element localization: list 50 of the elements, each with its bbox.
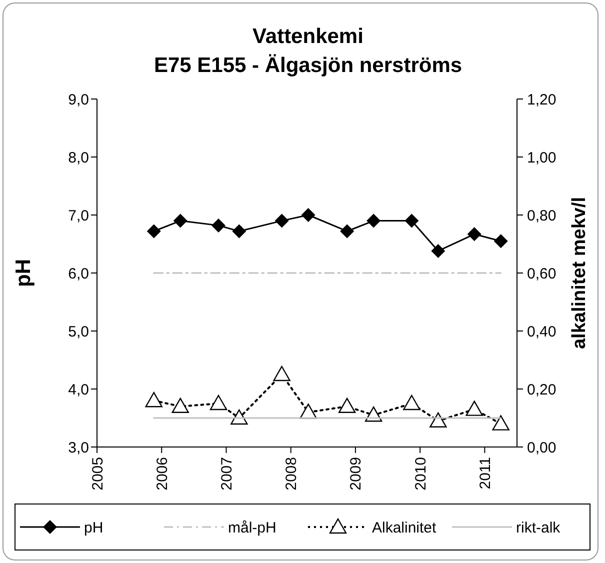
y-tick-label: 5,0 — [68, 323, 89, 340]
x-tick-label: 2006 — [154, 457, 171, 490]
point — [340, 224, 354, 238]
y2-tick-label: 0,60 — [527, 265, 556, 282]
y-tick-label: 4,0 — [68, 381, 89, 398]
point — [211, 218, 226, 232]
x-tick-label: 2010 — [412, 457, 430, 490]
legend-label: Alkalinitet — [372, 519, 438, 536]
point — [273, 366, 290, 382]
point — [431, 244, 446, 258]
y-tick-label: 9,0 — [68, 91, 89, 108]
point — [494, 234, 508, 248]
point — [146, 224, 161, 238]
x-tick-label: 2007 — [218, 457, 236, 490]
y2-axis-title: alkalinitet mekv/l — [569, 196, 590, 350]
point — [145, 392, 162, 408]
point — [301, 208, 316, 222]
point — [492, 415, 510, 430]
point — [466, 400, 483, 416]
point — [338, 398, 356, 413]
y2-tick-label: 0,00 — [527, 439, 556, 456]
chart-title: Vattenkemi — [252, 25, 364, 48]
y2-tick-label: 0,20 — [527, 381, 556, 398]
x-tick-label: 2011 — [476, 457, 494, 490]
point — [232, 224, 246, 238]
chart-subtitle: E75 E155 - Älgasjön nerströms — [154, 54, 462, 77]
point — [172, 398, 189, 413]
y2-tick-label: 1,00 — [527, 149, 556, 166]
point — [173, 214, 188, 228]
point — [366, 214, 381, 228]
y-tick-label: 3,0 — [68, 439, 89, 456]
x-tick-label: 2008 — [283, 457, 300, 490]
point — [467, 227, 482, 242]
point — [403, 394, 420, 410]
y-axis-title: pH — [12, 259, 35, 287]
point — [404, 214, 419, 228]
y2-tick-label: 1,20 — [527, 91, 556, 108]
point — [274, 214, 289, 228]
y-tick-label: 8,0 — [68, 149, 89, 166]
x-tick-label: 2009 — [348, 457, 365, 490]
point — [430, 412, 447, 428]
legend-label: pH — [84, 519, 104, 536]
y2-tick-label: 0,80 — [527, 207, 556, 224]
legend-label: rikt-alk — [516, 519, 561, 536]
point — [210, 394, 228, 410]
y-tick-label: 6,0 — [68, 265, 89, 282]
y-tick-label: 7,0 — [68, 207, 89, 224]
legend-label: mål-pH — [228, 519, 276, 536]
y2-tick-label: 0,40 — [527, 323, 556, 340]
x-tick-label: 2005 — [89, 457, 106, 490]
